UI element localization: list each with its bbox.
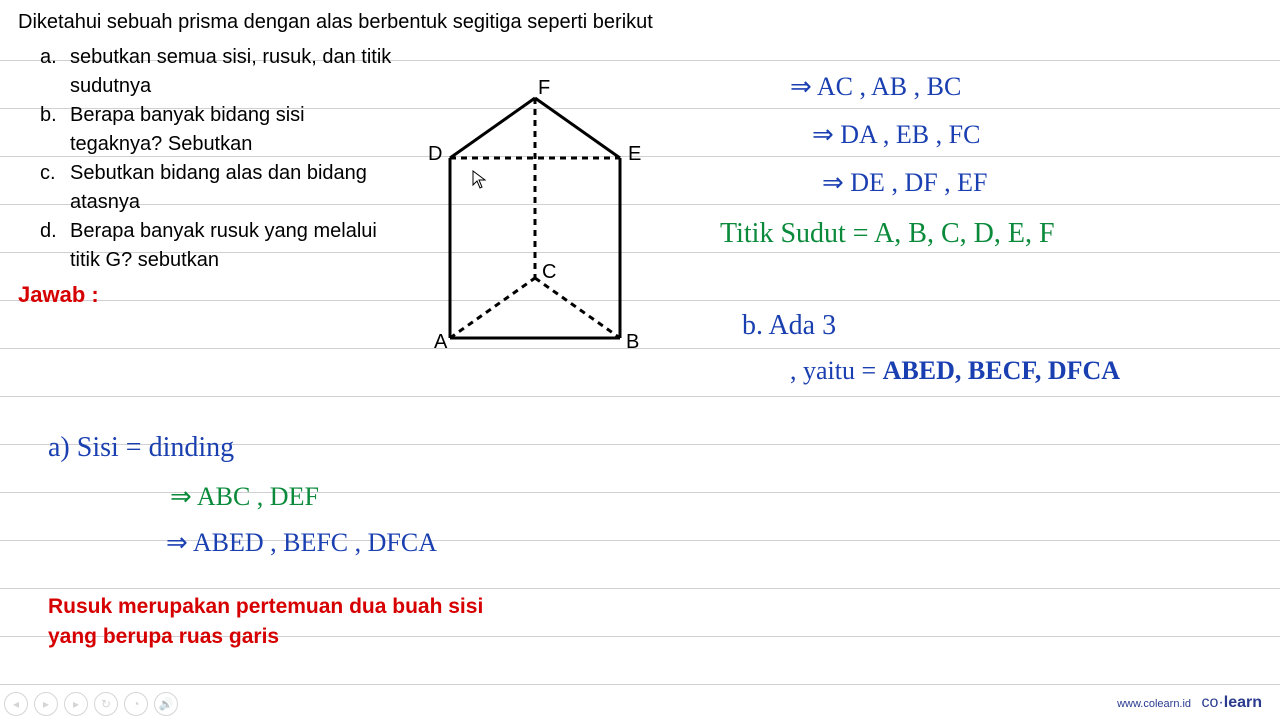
- text-c: Sebutkan bidang alas dan bidang atasnya: [70, 159, 400, 217]
- marker-b: b.: [40, 101, 70, 159]
- control-prev-icon[interactable]: ◂: [4, 692, 28, 716]
- answer-left-2: ⇒ ABED , BEFC , DFCA: [166, 528, 437, 558]
- vertex-d-label: D: [428, 143, 442, 165]
- answer-right-3: Titik Sudut = A, B, C, D, E, F: [720, 218, 1055, 250]
- footer-url: www.colearn.id: [1117, 698, 1191, 710]
- marker-a: a.: [40, 43, 70, 101]
- answer-right-5: , yaitu = ABED, BECF, DFCA: [790, 356, 1120, 386]
- answer-right-4: b. Ada 3: [742, 310, 836, 342]
- vertex-f-label: F: [538, 78, 550, 99]
- answer-right-0: ⇒ AC , AB , BC: [790, 72, 961, 102]
- marker-c: c.: [40, 159, 70, 217]
- vertex-e-label: E: [628, 143, 641, 165]
- footer-brand: www.colearn.id co·learn: [1117, 694, 1262, 712]
- text-d: Berapa banyak rusuk yang melalui titik G…: [70, 217, 400, 275]
- answer-right-1: ⇒ DA , EB , FC: [812, 120, 980, 150]
- answer-right-2: ⇒ DE , DF , EF: [822, 168, 988, 198]
- rusuk-line1: Rusuk merupakan pertemuan dua buah sisi: [48, 592, 483, 622]
- player-controls: ◂ ▸ ▸ ↻ ◔ 🔊: [4, 692, 178, 716]
- rusuk-definition: Rusuk merupakan pertemuan dua buah sisi …: [48, 592, 483, 653]
- vertex-c-label: C: [542, 261, 556, 283]
- marker-d: d.: [40, 217, 70, 275]
- text-b: Berapa banyak bidang sisi tegaknya? Sebu…: [70, 101, 400, 159]
- prism-diagram: A B C D E F: [420, 78, 650, 358]
- cursor-icon: [472, 170, 486, 190]
- vertex-b-label: B: [626, 331, 639, 353]
- control-play-icon[interactable]: ▸: [34, 692, 58, 716]
- question-intro: Diketahui sebuah prisma dengan alas berb…: [18, 8, 658, 37]
- brand-learn: learn: [1224, 694, 1262, 711]
- answer-left-0: a) Sisi = dinding: [48, 432, 234, 464]
- rusuk-line2: yang berupa ruas garis: [48, 622, 483, 652]
- control-vol-icon[interactable]: 🔊: [154, 692, 178, 716]
- control-next-icon[interactable]: ▸: [64, 692, 88, 716]
- brand-co: co: [1202, 694, 1219, 711]
- control-loop-icon[interactable]: ↻: [94, 692, 118, 716]
- answer-left-1: ⇒ ABC , DEF: [170, 482, 319, 512]
- vertex-a-label: A: [434, 331, 448, 353]
- text-a: sebutkan semua sisi, rusuk, dan titik su…: [70, 43, 400, 101]
- control-time-icon[interactable]: ◔: [124, 692, 148, 716]
